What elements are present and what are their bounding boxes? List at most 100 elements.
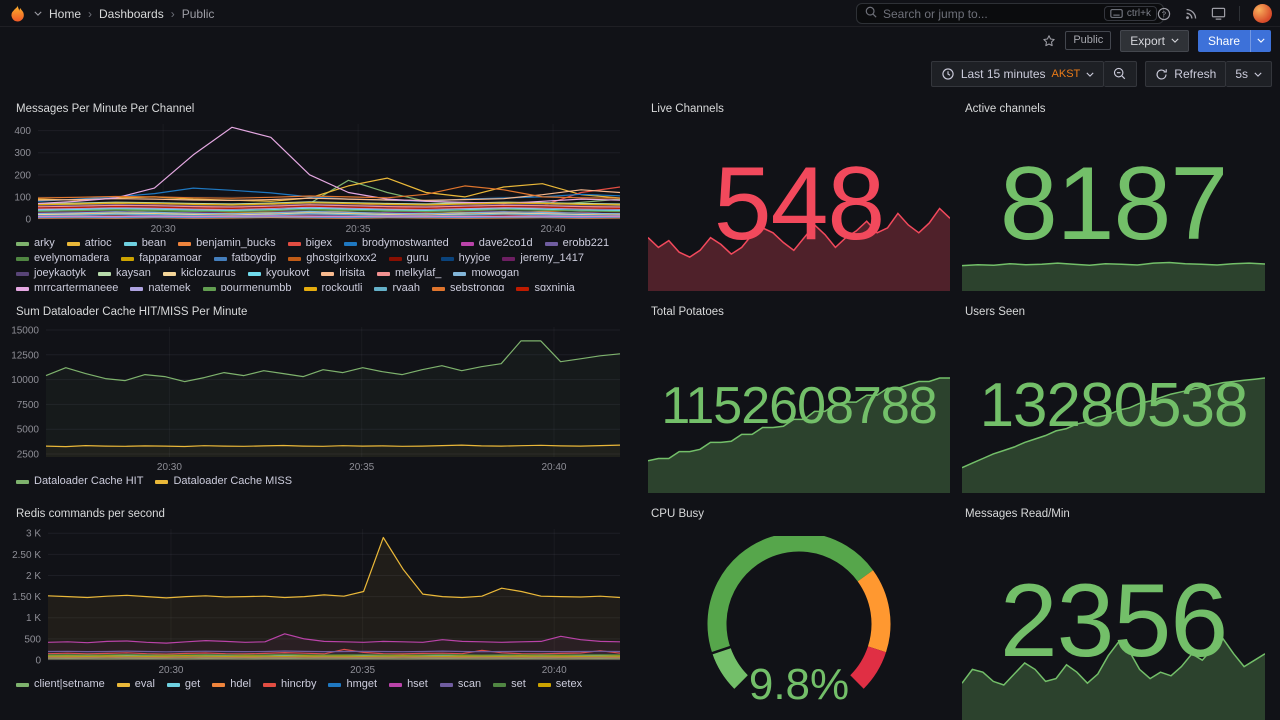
logo-chevron-down-icon[interactable] — [34, 11, 42, 16]
panel-active-channels: Active channels 8187 — [962, 95, 1265, 291]
stat-users-seen[interactable]: 13280538 — [962, 319, 1265, 493]
breadcrumb-public[interactable]: Public — [181, 6, 215, 21]
star-icon — [1043, 34, 1055, 46]
timeseries-chart-dataloader[interactable]: 2500 5000 7500 10000 12500 15000 20:30 20:35 20:… — [8, 321, 628, 473]
legend-item-kiclozaurus[interactable]: kiclozaurus — [162, 267, 236, 280]
legend-item-fapparamoar[interactable]: fapparamoar — [121, 252, 202, 265]
stat-total-potatoes[interactable]: 1152608788 — [648, 319, 950, 493]
legend-item-natemek[interactable]: natemek — [130, 282, 191, 291]
legend-item-hdel[interactable]: hdel — [212, 678, 251, 691]
legend-item-rockoutli[interactable]: rockoutli — [303, 282, 362, 291]
legend-item-ryaah[interactable]: ryaah — [374, 282, 420, 291]
help-button[interactable]: ? — [1157, 7, 1171, 21]
legend-item-fatboydip[interactable]: fatboydip — [213, 252, 276, 265]
timeseries-chart-messages[interactable]: 0 100 200 300 400 20:30 20:35 20:40 — [8, 118, 628, 235]
legend-label: Dataloader Cache HIT — [34, 475, 144, 487]
stat-messages-read[interactable]: 2356 — [962, 521, 1265, 720]
panel-title[interactable]: Active channels — [965, 103, 1046, 115]
timeseries-chart-redis[interactable]: 0 500 1 K 1.50 K 2 K 2.50 K 3 K 20:30 20:35 20:40 — [8, 523, 628, 676]
share-dropdown-button[interactable] — [1250, 29, 1271, 52]
panel-title[interactable]: Redis commands per second — [16, 508, 165, 520]
news-rss-button[interactable] — [1184, 7, 1198, 21]
legend-item-Dataloader Cache HIT[interactable]: Dataloader Cache HIT — [16, 475, 143, 488]
breadcrumb-dashboards[interactable]: Dashboards — [99, 6, 164, 21]
panel-title[interactable]: Sum Dataloader Cache HIT/MISS Per Minute — [16, 306, 248, 318]
cpu-gauge[interactable]: 9.8% — [648, 521, 950, 720]
tv-mode-button[interactable] — [1211, 6, 1226, 21]
panel-title[interactable]: Messages Read/Min — [965, 508, 1070, 520]
legend-item-Dataloader Cache MISS[interactable]: Dataloader Cache MISS — [155, 475, 292, 488]
search-input[interactable] — [883, 6, 1098, 21]
svg-text:0: 0 — [35, 656, 41, 667]
legend-item-arky[interactable]: arky — [16, 237, 55, 250]
legend-item-erobb221[interactable]: erobb221 — [544, 237, 609, 250]
legend-item-pourmenumbb[interactable]: pourmenumbb — [202, 282, 292, 291]
panel-title[interactable]: Messages Per Minute Per Channel — [16, 103, 195, 115]
search-box[interactable]: ctrl+k — [856, 3, 1164, 24]
legend-item-benjamin_bucks[interactable]: benjamin_bucks — [178, 237, 276, 250]
legend-item-jeremy_1417[interactable]: jeremy_1417 — [502, 252, 584, 265]
zoom-out-button[interactable] — [1104, 61, 1138, 87]
panel-redis-commands: Redis commands per second 0 500 1 K 1.50 K 2… — [8, 500, 628, 696]
stat-active-channels[interactable]: 8187 — [962, 116, 1265, 291]
legend-item-set[interactable]: set — [493, 678, 526, 691]
legend-item-hincrby[interactable]: hincrby — [263, 678, 316, 691]
legend-item-sebstrongg[interactable]: sebstrongg — [432, 282, 504, 291]
user-avatar[interactable] — [1253, 4, 1272, 23]
time-range-picker[interactable]: Last 15 minutes AKST — [930, 61, 1105, 87]
legend-item-client|setname[interactable]: client|setname — [16, 678, 105, 691]
legend-item-scan[interactable]: scan — [439, 678, 481, 691]
panel-title[interactable]: Total Potatoes — [651, 306, 724, 318]
legend-item-sgxninja_[interactable]: sgxninja_ — [516, 282, 581, 291]
legend-item-melkylaf_[interactable]: melkylaf_ — [376, 267, 442, 280]
legend-item-ghostgirlxoxx2[interactable]: ghostgirlxoxx2 — [288, 252, 377, 265]
share-button[interactable]: Share — [1198, 30, 1250, 52]
legend-item-lrisita[interactable]: lrisita — [321, 267, 365, 280]
legend-item-joeykaotyk[interactable]: joeykaotyk — [16, 267, 86, 280]
legend-item-mowogan[interactable]: mowogan — [453, 267, 519, 280]
legend-swatch — [123, 241, 137, 246]
legend-item-setex[interactable]: setex — [537, 678, 582, 691]
nav-left: Home › Dashboards › Public — [8, 0, 214, 27]
panel-messages-per-minute: Messages Per Minute Per Channel 0 100 200 3… — [8, 95, 628, 291]
legend-item-dave2co1d[interactable]: dave2co1d — [460, 237, 533, 250]
legend-item-eval[interactable]: eval — [116, 678, 155, 691]
legend-item-kaysan[interactable]: kaysan — [97, 267, 151, 280]
caret-down-icon — [1254, 72, 1262, 77]
legend-item-evelynomadera[interactable]: evelynomadera — [16, 252, 109, 265]
legend-item-mrrcartermaneee[interactable]: mrrcartermaneee — [16, 282, 118, 291]
legend-item-hset[interactable]: hset — [389, 678, 428, 691]
export-button[interactable]: Export — [1120, 29, 1189, 52]
svg-text:3 K: 3 K — [26, 529, 41, 540]
svg-text:1 K: 1 K — [26, 613, 41, 624]
refresh-interval-picker[interactable]: 5s — [1226, 61, 1272, 87]
legend-item-hmget[interactable]: hmget — [328, 678, 377, 691]
legend-label: jeremy_1417 — [520, 252, 584, 264]
legend-label: bigex — [305, 237, 332, 249]
svg-text:7500: 7500 — [17, 400, 40, 411]
stat-live-channels[interactable]: 548 — [648, 116, 950, 291]
legend-item-bigex[interactable]: bigex — [287, 237, 332, 250]
legend-label: guru — [406, 252, 429, 264]
legend-item-guru[interactable]: guru — [388, 252, 429, 265]
legend-label: kyoukovt — [265, 267, 310, 279]
panel-title[interactable]: Users Seen — [965, 306, 1026, 318]
refresh-button[interactable]: Refresh — [1145, 61, 1227, 87]
legend-item-hyyjoe[interactable]: hyyjoe — [440, 252, 490, 265]
chart-legend: arky atrioc bean benjamin_bucks bigex brodymo… — [8, 235, 628, 291]
legend-label: mowogan — [471, 267, 520, 279]
breadcrumb-home[interactable]: Home — [49, 6, 82, 21]
legend-label: melkylaf_ — [394, 267, 442, 279]
legend-item-bean[interactable]: bean — [123, 237, 166, 250]
svg-text:500: 500 — [24, 634, 41, 645]
legend-swatch — [439, 682, 453, 687]
legend-item-kyoukovt[interactable]: kyoukovt — [247, 267, 310, 280]
favorite-star-button[interactable] — [1042, 34, 1056, 48]
panel-title[interactable]: CPU Busy — [651, 508, 705, 520]
panel-title[interactable]: Live Channels — [651, 103, 724, 115]
legend-item-atrioc[interactable]: atrioc — [66, 237, 112, 250]
grafana-logo[interactable] — [8, 4, 27, 23]
legend-item-get[interactable]: get — [166, 678, 200, 691]
legend-item-brodymostwanted[interactable]: brodymostwanted — [343, 237, 449, 250]
svg-text:400: 400 — [14, 126, 31, 137]
